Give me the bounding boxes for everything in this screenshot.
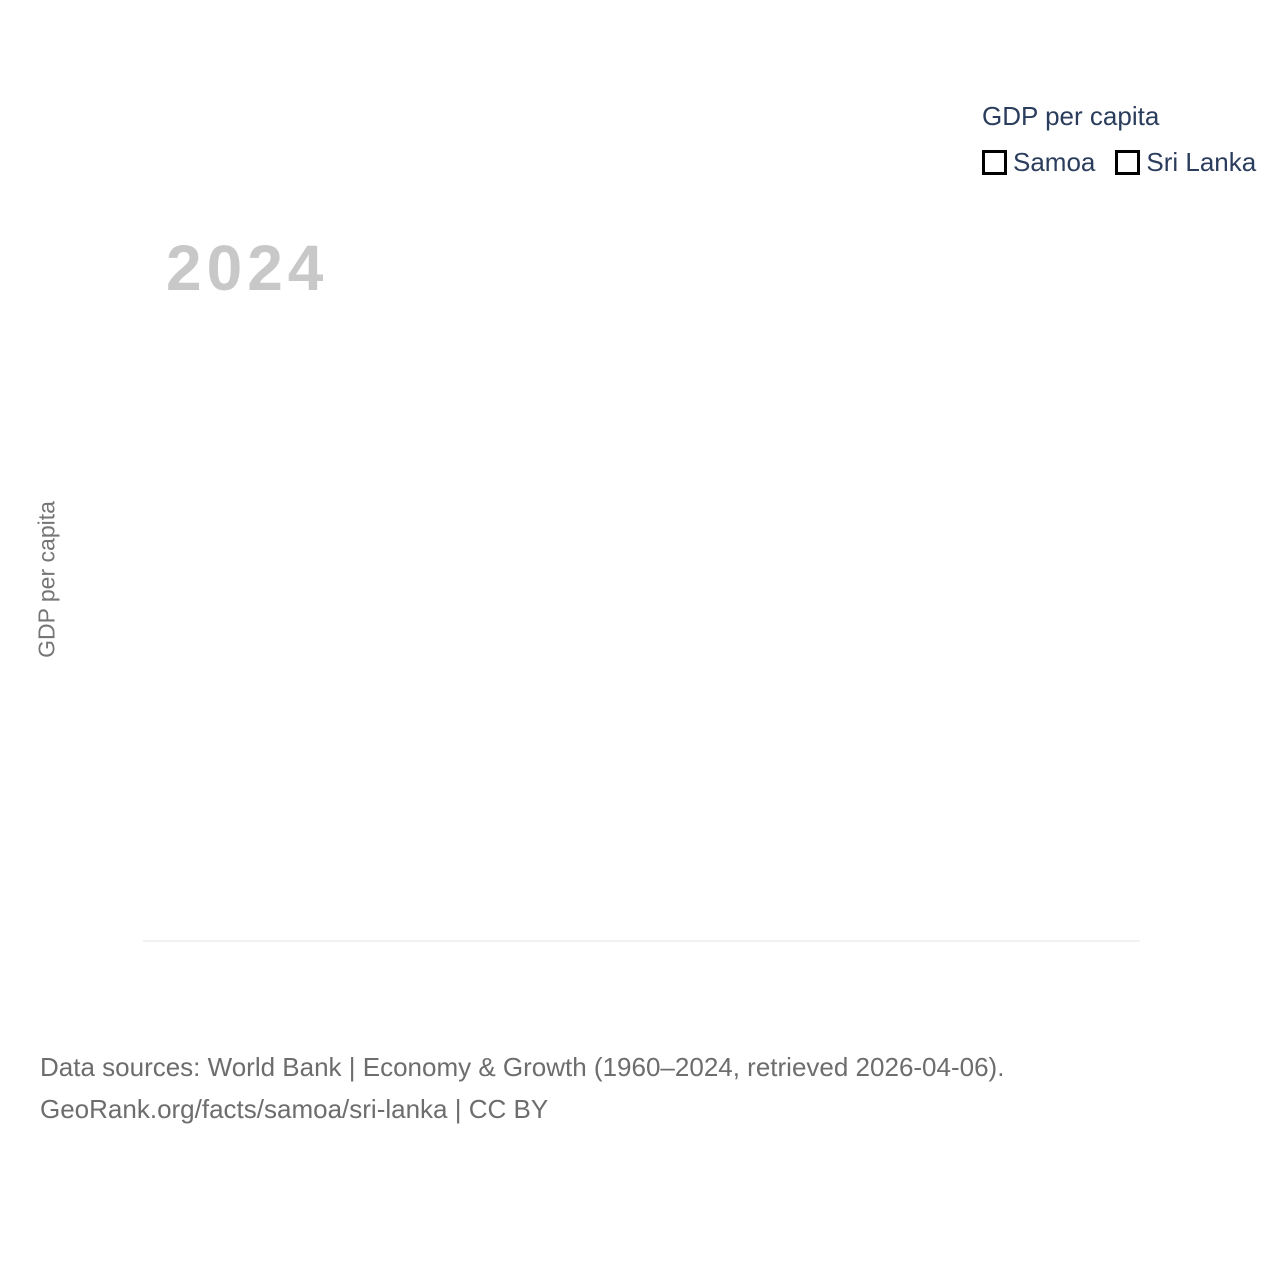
year-watermark: 2024 (166, 232, 329, 304)
legend-item-sri-lanka[interactable]: Sri Lanka (1115, 147, 1256, 178)
sri-lanka-color-swatch (1115, 150, 1141, 175)
legend-title: GDP per capita (982, 101, 1160, 131)
samoa-color-swatch (982, 150, 1007, 175)
footer-attribution: GeoRank.org/facts/samoa/sri-lanka | CC B… (40, 1094, 549, 1124)
legend-items: Samoa Sri Lanka (982, 147, 1256, 178)
footer: Data sources: World Bank | Economy & Gro… (40, 1046, 1004, 1130)
legend-item-samoa[interactable]: Samoa (982, 147, 1095, 178)
footer-data-sources: Data sources: World Bank | Economy & Gro… (40, 1052, 1005, 1082)
legend-label-sri-lanka: Sri Lanka (1146, 147, 1257, 177)
legend: GDP per capita Samoa Sri Lanka (982, 101, 1256, 178)
legend-label-samoa: Samoa (1013, 147, 1096, 177)
